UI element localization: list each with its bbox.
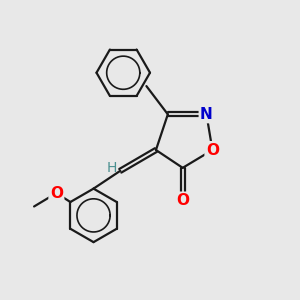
Text: O: O <box>206 142 219 158</box>
Text: N: N <box>200 107 213 122</box>
Text: H: H <box>107 161 117 176</box>
Text: O: O <box>50 186 63 201</box>
Text: O: O <box>176 193 189 208</box>
